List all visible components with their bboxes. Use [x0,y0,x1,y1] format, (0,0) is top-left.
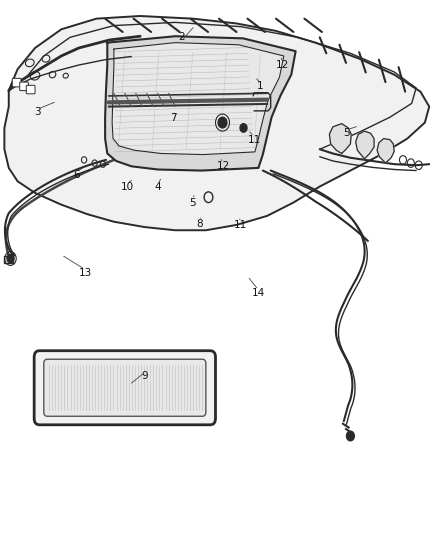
FancyBboxPatch shape [44,359,206,416]
Polygon shape [105,36,296,171]
Text: 1: 1 [257,82,264,91]
Polygon shape [356,131,374,159]
Polygon shape [4,16,429,230]
Text: 14: 14 [252,288,265,298]
FancyBboxPatch shape [34,351,215,425]
Text: 12: 12 [217,161,230,171]
Circle shape [218,117,227,128]
Circle shape [7,254,14,263]
FancyBboxPatch shape [4,256,13,263]
Polygon shape [39,353,210,418]
FancyBboxPatch shape [26,85,35,94]
Text: 13: 13 [79,268,92,278]
Polygon shape [329,124,351,154]
Circle shape [346,431,354,441]
Text: 11: 11 [234,221,247,230]
Text: 8: 8 [196,219,203,229]
Circle shape [240,124,247,132]
Polygon shape [112,43,284,155]
Text: 9: 9 [141,371,148,381]
Polygon shape [377,139,394,163]
Text: 5: 5 [189,198,196,207]
FancyBboxPatch shape [12,78,21,87]
Text: 7: 7 [170,114,177,123]
Text: 11: 11 [247,135,261,144]
FancyBboxPatch shape [20,82,28,91]
Text: 12: 12 [276,60,289,70]
Text: 4: 4 [154,182,161,191]
Text: 6: 6 [73,170,80,180]
Text: 2: 2 [178,33,185,42]
Text: 3: 3 [34,107,41,117]
Text: 5: 5 [343,128,350,138]
Text: 10: 10 [120,182,134,191]
